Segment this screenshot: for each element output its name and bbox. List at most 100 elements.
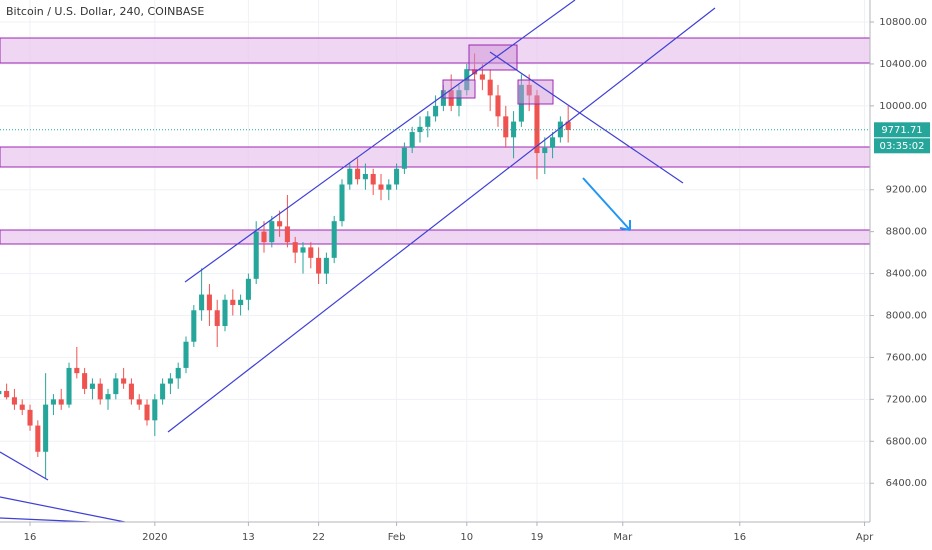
x-tick-label: Feb bbox=[388, 532, 406, 543]
candle-body bbox=[284, 226, 290, 243]
candle-body bbox=[308, 247, 314, 258]
candle-body bbox=[58, 399, 64, 405]
candle-body bbox=[144, 404, 150, 421]
candle-body bbox=[300, 247, 306, 253]
x-tick-label: 22 bbox=[312, 532, 325, 543]
candle-body bbox=[105, 394, 111, 400]
candle-body bbox=[35, 425, 41, 452]
downtrend-line bbox=[489, 51, 684, 184]
candle-body bbox=[97, 383, 103, 400]
candle-body bbox=[370, 174, 376, 185]
candle-body bbox=[245, 278, 251, 300]
candle-body bbox=[261, 231, 267, 243]
countdown-label: 03:35:02 bbox=[880, 141, 925, 152]
candle-body bbox=[230, 299, 236, 306]
drawings bbox=[0, 0, 716, 523]
candle-body bbox=[417, 126, 423, 133]
candle-body bbox=[74, 367, 80, 374]
candle-body bbox=[214, 310, 220, 326]
countdown-box bbox=[874, 138, 930, 154]
trend-line bbox=[0, 496, 126, 523]
candle-body bbox=[339, 184, 345, 222]
candle-body bbox=[50, 399, 56, 405]
shoulder-box bbox=[517, 79, 554, 105]
candle-body bbox=[534, 95, 540, 154]
y-tick-label: 7600.00 bbox=[886, 352, 927, 363]
candle-body bbox=[183, 341, 189, 368]
last-price-label: 9771.71 bbox=[881, 125, 922, 136]
candle-body bbox=[378, 184, 384, 190]
x-tick-label: Apr bbox=[856, 532, 874, 543]
candle-body bbox=[238, 299, 244, 306]
candle-body bbox=[269, 221, 275, 243]
y-tick-label: 8800.00 bbox=[886, 227, 927, 238]
trend-line bbox=[0, 451, 49, 481]
candle-body bbox=[89, 383, 95, 389]
y-tick-label: 6400.00 bbox=[886, 478, 927, 489]
candle-body bbox=[4, 390, 10, 398]
candle-body bbox=[542, 147, 548, 154]
candle-body bbox=[175, 367, 181, 379]
target-zone bbox=[0, 229, 871, 245]
x-tick-label: 10 bbox=[460, 532, 473, 543]
x-tick-label: 16 bbox=[24, 532, 37, 543]
candle-body bbox=[136, 399, 142, 405]
head-box bbox=[468, 44, 518, 71]
support-zone bbox=[0, 146, 871, 168]
y-tick-label: 10000.00 bbox=[879, 101, 927, 112]
candle-body bbox=[128, 383, 134, 400]
resistance-zone bbox=[0, 37, 871, 64]
chart-title: Bitcoin / U.S. Dollar, 240, COINBASE bbox=[6, 5, 204, 18]
candle-body bbox=[11, 397, 17, 405]
y-tick-label: 8400.00 bbox=[886, 269, 927, 280]
candle-body bbox=[355, 168, 361, 180]
x-tick-label: 2020 bbox=[142, 532, 167, 543]
candle-body bbox=[331, 221, 337, 258]
candle-body bbox=[206, 294, 212, 311]
last-price-box bbox=[874, 122, 930, 138]
trend-line bbox=[0, 517, 91, 523]
candle-body bbox=[503, 116, 509, 138]
candle-body bbox=[401, 147, 407, 169]
candle-body bbox=[167, 378, 173, 384]
candle-body bbox=[409, 132, 415, 148]
candle-body bbox=[292, 242, 298, 253]
x-tick-label: 16 bbox=[733, 532, 746, 543]
candle-body bbox=[222, 299, 228, 326]
y-tick-label: 6800.00 bbox=[886, 436, 927, 447]
candle-body bbox=[479, 74, 485, 80]
y-tick-label: 8000.00 bbox=[886, 311, 927, 322]
candle-body bbox=[394, 168, 400, 185]
candle-body bbox=[199, 294, 205, 311]
candle-body bbox=[277, 221, 283, 227]
candle-body bbox=[0, 390, 2, 395]
candle-body bbox=[425, 116, 431, 127]
candle-body bbox=[253, 231, 259, 279]
candle-body bbox=[362, 174, 368, 180]
y-tick-label: 9200.00 bbox=[886, 185, 927, 196]
candle-body bbox=[152, 399, 158, 421]
x-tick-label: 13 bbox=[242, 532, 255, 543]
y-tick-label: 7200.00 bbox=[886, 394, 927, 405]
candle-body bbox=[565, 121, 571, 130]
candle-body bbox=[316, 257, 322, 274]
time-axis bbox=[0, 522, 932, 550]
candle-body bbox=[495, 95, 501, 117]
candle-body bbox=[386, 184, 392, 190]
candle-body bbox=[347, 168, 353, 185]
y-tick-label: 10400.00 bbox=[879, 59, 927, 70]
candle-body bbox=[82, 373, 88, 389]
arrow bbox=[582, 177, 631, 231]
candle-body bbox=[191, 310, 197, 342]
candle-body bbox=[433, 105, 439, 117]
candle-body bbox=[472, 69, 478, 75]
x-tick-label: Mar bbox=[613, 532, 633, 543]
candle-body bbox=[121, 378, 127, 384]
candle-body bbox=[27, 409, 33, 426]
candle-body bbox=[323, 257, 329, 274]
price-axis bbox=[870, 0, 932, 550]
candle-body bbox=[19, 404, 25, 410]
channel-lower bbox=[167, 7, 716, 433]
candle-body bbox=[487, 79, 493, 96]
